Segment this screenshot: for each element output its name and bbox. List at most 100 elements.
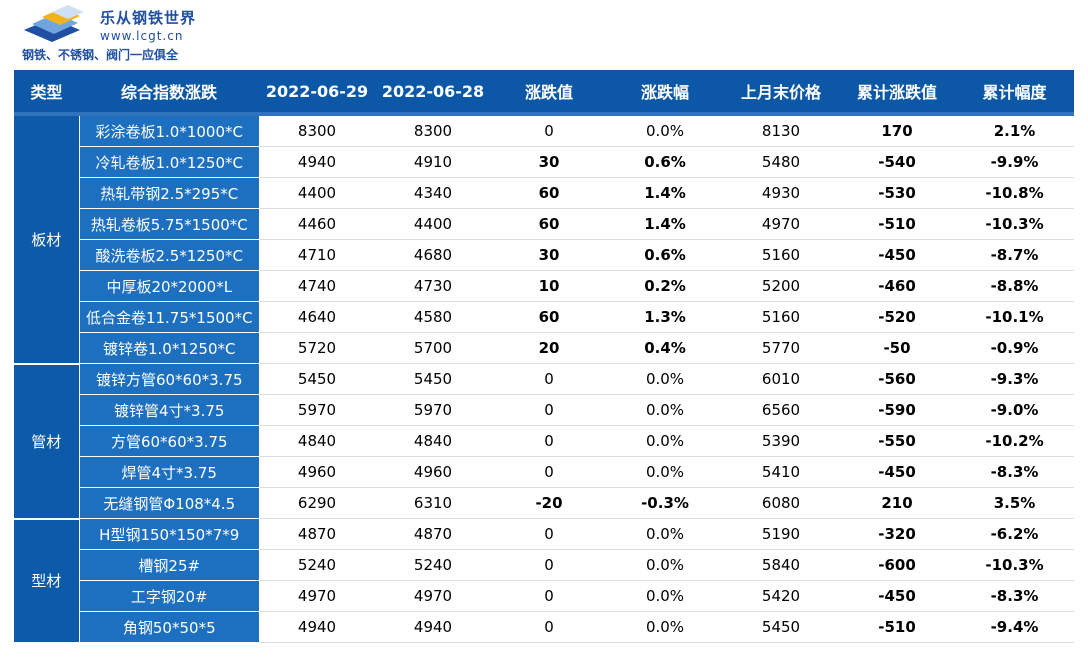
cum-pct-cell: -10.2% bbox=[955, 425, 1074, 457]
site-header: 乐从钢铁世界 www.lcgt.cn 钢铁、不锈钢、阀门一应俱全 bbox=[0, 0, 1088, 70]
price-date-1-cell: 4740 bbox=[259, 270, 375, 302]
change-value-cell: 0 bbox=[491, 580, 607, 612]
last-month-price-cell: 4970 bbox=[723, 208, 839, 240]
table-row: 板材 彩涂卷板1.0*1000*C 8300 8300 0 0.0% 8130 170 2.1% bbox=[14, 114, 1074, 365]
product-name-cell: 镀锌卷1.0*1250*C bbox=[79, 332, 259, 364]
last-month-price-cell: 5190 bbox=[723, 518, 839, 550]
col-index-name-header: 综合指数涨跌 bbox=[79, 70, 259, 116]
product-name-cell: H型钢150*150*7*9 bbox=[79, 518, 259, 550]
col-cum-pct-header: 累计幅度 bbox=[955, 70, 1074, 116]
brand-url[interactable]: www.lcgt.cn bbox=[100, 29, 184, 43]
table-row: 型材 H型钢150*150*7*9 4870 4870 0 0.0% 5190 -320 -6.… bbox=[14, 518, 1074, 644]
cum-pct-cell: -8.8% bbox=[955, 270, 1074, 302]
cum-change-cell: -560 bbox=[839, 363, 955, 395]
cum-change-cell: -450 bbox=[839, 239, 955, 271]
col-type-header: 类型 bbox=[14, 70, 79, 116]
table-row: 酸洗卷板2.5*1250*C 4710 4680 30 0.6% 5160 -450 -8.7… bbox=[14, 239, 1074, 271]
cum-change-cell: -590 bbox=[839, 394, 955, 426]
cum-change-cell: -450 bbox=[839, 580, 955, 612]
cum-pct-cell: -6.2% bbox=[955, 518, 1074, 550]
cum-change-cell: -530 bbox=[839, 177, 955, 209]
change-pct-cell: 0.0% bbox=[607, 549, 723, 581]
cum-pct-cell: -10.3% bbox=[955, 208, 1074, 240]
product-name-cell: 角钢50*50*5 bbox=[79, 611, 259, 643]
change-pct-cell: 0.0% bbox=[607, 394, 723, 426]
change-value-cell: 30 bbox=[491, 146, 607, 178]
steel-stack-logo-icon bbox=[24, 5, 84, 42]
steel-price-table: 类型 综合指数涨跌 2022-06-29 2022-06-28 涨跌值 涨跌幅 上月末价格累… bbox=[14, 70, 1074, 644]
last-month-price-cell: 5770 bbox=[723, 332, 839, 364]
cum-pct-cell: -8.3% bbox=[955, 456, 1074, 488]
last-month-price-cell: 8130 bbox=[723, 114, 839, 147]
price-date-2-cell: 5970 bbox=[375, 394, 491, 426]
product-name-cell: 中厚板20*2000*L bbox=[79, 270, 259, 302]
price-date-2-cell: 4840 bbox=[375, 425, 491, 457]
product-name-cell: 热轧带钢2.5*295*C bbox=[79, 177, 259, 209]
brand-name: 乐从钢铁世界 bbox=[100, 9, 197, 27]
cum-change-cell: -510 bbox=[839, 611, 955, 643]
price-date-1-cell: 5240 bbox=[259, 549, 375, 581]
change-value-cell: 0 bbox=[491, 518, 607, 550]
product-name-cell: 冷轧卷板1.0*1250*C bbox=[79, 146, 259, 178]
change-pct-cell: 0.0% bbox=[607, 456, 723, 488]
table-row: 镀锌卷1.0*1250*C 5720 5700 20 0.4% 5770 -50 -0.9% bbox=[14, 332, 1074, 364]
table-row: 无缝钢管Φ108*4.5 6290 6310 -20 -0.3% 6080 210 3.5% bbox=[14, 487, 1074, 519]
cum-pct-cell: -9.9% bbox=[955, 146, 1074, 178]
product-name-cell: 镀锌方管60*60*3.75 bbox=[79, 363, 259, 395]
change-pct-cell: 0.0% bbox=[607, 611, 723, 643]
price-date-1-cell: 4710 bbox=[259, 239, 375, 271]
change-pct-cell: 0.0% bbox=[607, 363, 723, 395]
last-month-price-cell: 6080 bbox=[723, 487, 839, 519]
price-date-1-cell: 4870 bbox=[259, 518, 375, 550]
cum-pct-cell: -10.8% bbox=[955, 177, 1074, 209]
table-row: 热轧卷板5.75*1500*C 4460 4400 60 1.4% 4970 -510 -10… bbox=[14, 208, 1074, 240]
product-name-cell: 工字钢20# bbox=[79, 580, 259, 612]
category-cell: 板材 bbox=[14, 114, 80, 365]
last-month-price-cell: 5840 bbox=[723, 549, 839, 581]
table-row: 低合金卷11.75*1500*C 4640 4580 60 1.3% 5160 -520 -1… bbox=[14, 301, 1074, 333]
table-row: 冷轧卷板1.0*1250*C 4940 4910 30 0.6% 5480 -540 -9.9… bbox=[14, 146, 1074, 178]
cum-change-cell: -520 bbox=[839, 301, 955, 333]
price-date-2-cell: 4730 bbox=[375, 270, 491, 302]
price-date-1-cell: 6290 bbox=[259, 487, 375, 519]
change-value-cell: 0 bbox=[491, 456, 607, 488]
cum-change-cell: -540 bbox=[839, 146, 955, 178]
product-name-cell: 槽钢25# bbox=[79, 549, 259, 581]
cum-pct-cell: -8.3% bbox=[955, 580, 1074, 612]
change-value-cell: -20 bbox=[491, 487, 607, 519]
change-value-cell: 0 bbox=[491, 425, 607, 457]
product-name-cell: 彩涂卷板1.0*1000*C bbox=[79, 114, 259, 147]
product-name-cell: 无缝钢管Φ108*4.5 bbox=[79, 487, 259, 519]
product-name-cell: 低合金卷11.75*1500*C bbox=[79, 301, 259, 333]
last-month-price-cell: 4930 bbox=[723, 177, 839, 209]
product-name-cell: 热轧卷板5.75*1500*C bbox=[79, 208, 259, 240]
change-value-cell: 0 bbox=[491, 611, 607, 643]
last-month-price-cell: 5160 bbox=[723, 239, 839, 271]
change-pct-cell: 0.0% bbox=[607, 580, 723, 612]
category-cell: 型材 bbox=[14, 518, 80, 644]
cum-change-cell: -450 bbox=[839, 456, 955, 488]
change-pct-cell: 0.0% bbox=[607, 114, 723, 147]
price-date-2-cell: 4340 bbox=[375, 177, 491, 209]
change-pct-cell: 0.4% bbox=[607, 332, 723, 364]
table-row: 镀锌管4寸*3.75 5970 5970 0 0.0% 6560 -590 -9.0% bbox=[14, 394, 1074, 426]
last-month-price-cell: 5480 bbox=[723, 146, 839, 178]
table-header-row: 类型 综合指数涨跌 2022-06-29 2022-06-28 涨跌值 涨跌幅 上月末价格累… bbox=[14, 70, 1074, 116]
table-row: 管材 镀锌方管60*60*3.75 5450 5450 0 0.0% 6010 -560 -9.… bbox=[14, 363, 1074, 520]
change-pct-cell: 1.3% bbox=[607, 301, 723, 333]
change-pct-cell: 0.6% bbox=[607, 239, 723, 271]
brand-slogan: 钢铁、不锈钢、阀门一应俱全 bbox=[22, 48, 179, 62]
col-last-month-price-header: 上月末价格 bbox=[723, 70, 839, 116]
price-date-1-cell: 5450 bbox=[259, 363, 375, 395]
cum-pct-cell: -9.3% bbox=[955, 363, 1074, 395]
price-date-2-cell: 8300 bbox=[375, 114, 491, 147]
change-value-cell: 10 bbox=[491, 270, 607, 302]
last-month-price-cell: 5410 bbox=[723, 456, 839, 488]
cum-change-cell: -550 bbox=[839, 425, 955, 457]
change-pct-cell: 0.2% bbox=[607, 270, 723, 302]
cum-change-cell: 210 bbox=[839, 487, 955, 519]
price-date-1-cell: 5970 bbox=[259, 394, 375, 426]
last-month-price-cell: 5390 bbox=[723, 425, 839, 457]
product-name-cell: 镀锌管4寸*3.75 bbox=[79, 394, 259, 426]
price-date-2-cell: 5240 bbox=[375, 549, 491, 581]
